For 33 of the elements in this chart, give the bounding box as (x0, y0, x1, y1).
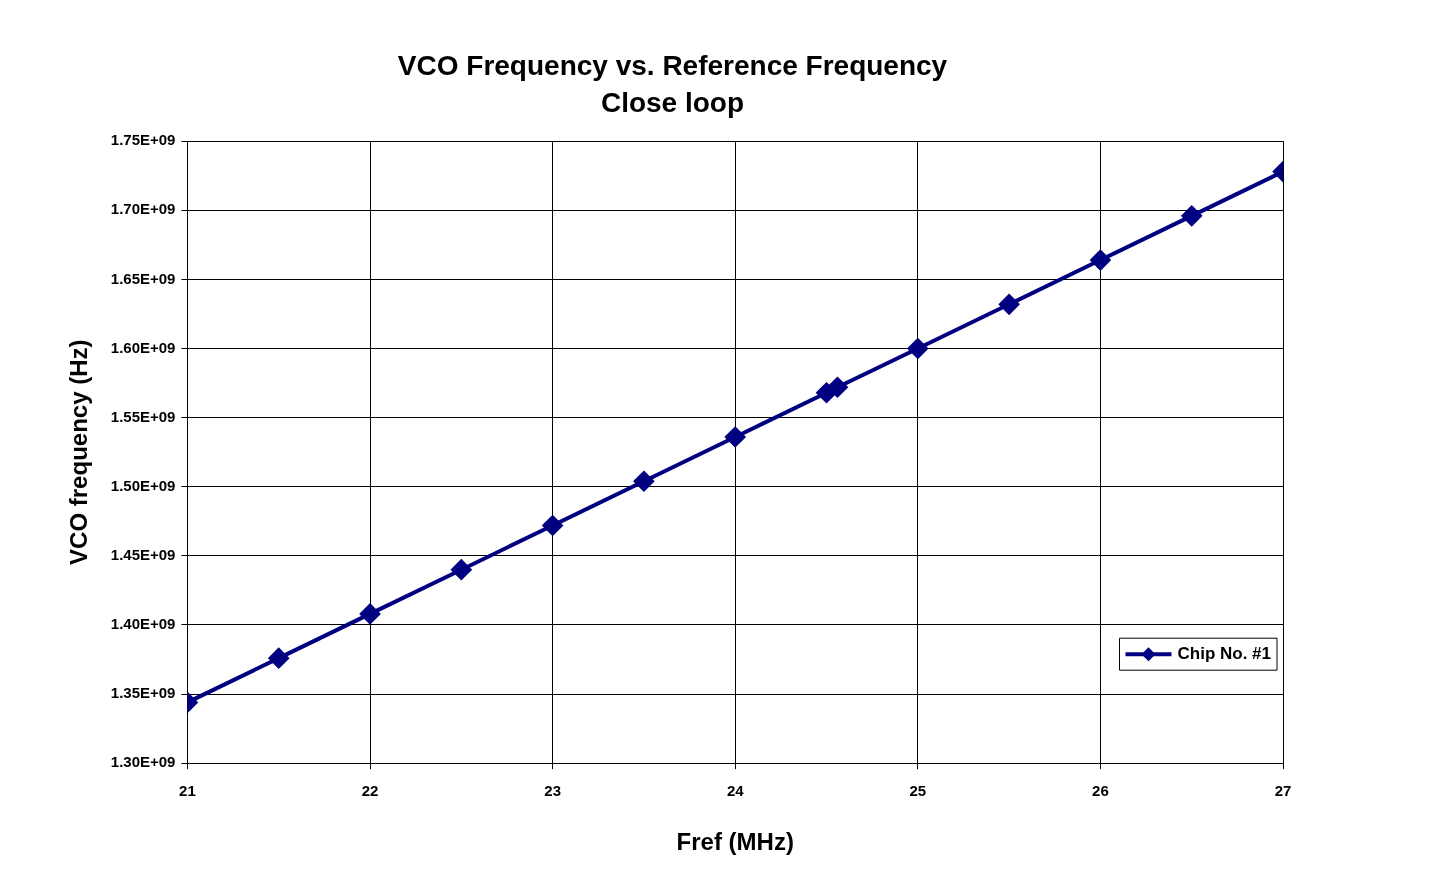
x-tick-label: 24 (726, 782, 745, 800)
y-tick-label: 1.40E+09 (110, 615, 176, 633)
x-tick-label: 23 (544, 782, 561, 800)
y-tick-label: 1.35E+09 (110, 684, 176, 702)
chart-subtitle: Close loop (600, 87, 745, 119)
point (725, 427, 746, 447)
legend-label: Chip No. #1 (1177, 643, 1272, 663)
point (633, 471, 654, 492)
point (268, 648, 289, 669)
y-axis-title: VCO frequency (Hz) (65, 339, 93, 565)
y-tick-label: 1.55E+09 (110, 407, 176, 425)
x-axis-title: Fref (MHz) (676, 828, 794, 856)
x-tick-label: 27 (1274, 782, 1292, 800)
point (360, 603, 381, 624)
y-tick-label: 1.60E+09 (110, 338, 176, 356)
x-tick-label: 22 (361, 782, 379, 800)
point (827, 377, 848, 398)
y-tick-label: 1.45E+09 (110, 546, 176, 564)
y-tick-label: 1.65E+09 (110, 269, 176, 287)
chart-title: VCO Frequency vs. Reference Frequency (397, 49, 948, 81)
point (1090, 250, 1111, 271)
y-tick-label: 1.50E+09 (110, 476, 176, 494)
y-tick-label: 1.75E+09 (110, 131, 176, 149)
point (999, 294, 1020, 315)
point (1181, 205, 1202, 226)
x-tick-label: 21 (179, 782, 196, 800)
point (542, 515, 563, 536)
y-tick-label: 1.70E+09 (110, 200, 176, 218)
x-tick-label: 26 (1092, 782, 1109, 800)
point (907, 338, 928, 359)
point (451, 559, 472, 580)
y-tick-label: 1.30E+09 (110, 753, 176, 771)
x-tick-label: 25 (909, 782, 927, 800)
